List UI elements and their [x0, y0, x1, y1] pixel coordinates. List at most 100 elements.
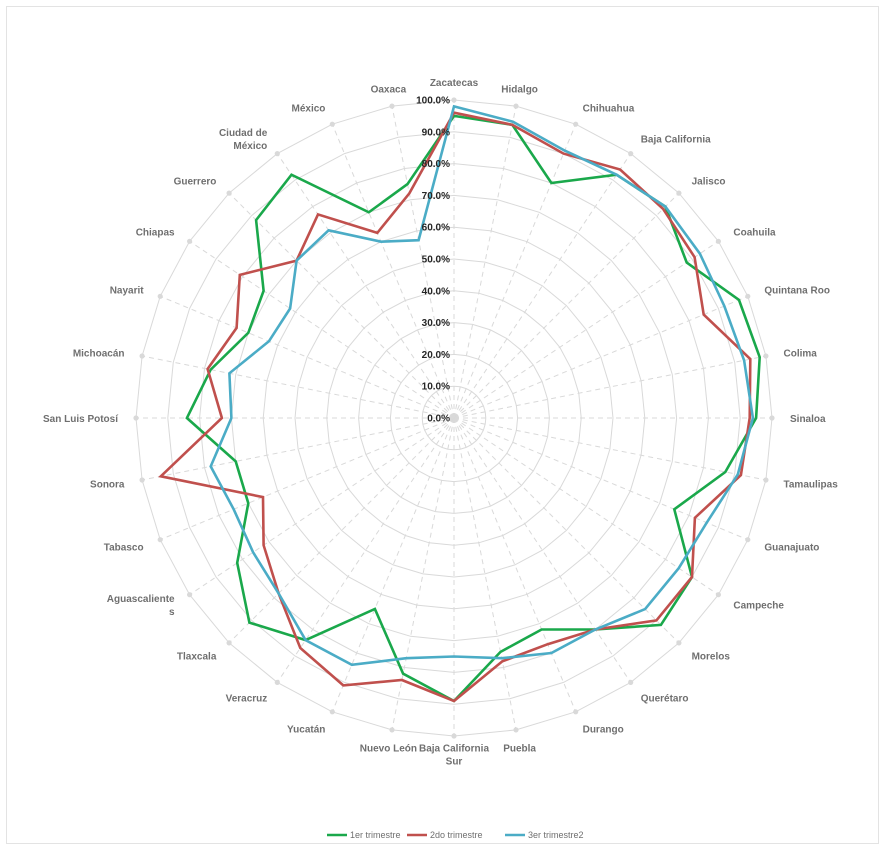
radial-tick-label: 40.0%: [422, 286, 450, 297]
category-label: Baja California: [641, 135, 711, 146]
category-label: Quintana Roo: [764, 285, 830, 296]
category-label: Morelos: [692, 652, 731, 663]
spoke-tick: [139, 353, 145, 359]
category-label-line: Sonora: [90, 480, 125, 491]
category-label-line: Chiapas: [136, 227, 175, 238]
spoke-line: [142, 417, 455, 481]
spoke-tick: [329, 709, 335, 715]
category-label: Michoacán: [73, 348, 125, 359]
category-label: Ciudad de México: [219, 128, 268, 152]
radial-tick-label: 70.0%: [422, 191, 450, 202]
category-label-line: Durango: [583, 724, 624, 735]
category-label: Querétaro: [641, 693, 689, 704]
category-label-line: Morelos: [692, 652, 731, 663]
radial-tick-label: 90.0%: [422, 127, 450, 138]
spoke-line: [228, 417, 455, 644]
category-label-line: Coahuila: [733, 227, 776, 238]
category-label: Campeche: [733, 601, 784, 612]
spoke-tick: [763, 353, 769, 359]
spoke-line: [276, 153, 455, 419]
spoke-line: [228, 192, 455, 419]
category-label: Nayarit: [110, 285, 145, 296]
legend-label-1: 1er trimestre: [350, 830, 401, 840]
spoke-line: [160, 417, 455, 541]
radial-tick-label: 10.0%: [422, 382, 450, 393]
category-label-line: Colima: [784, 348, 818, 359]
spoke-line: [189, 417, 455, 596]
spoke-line: [331, 417, 455, 712]
spoke-tick: [274, 151, 280, 157]
spoke-line: [453, 240, 719, 419]
radial-tick-label: 80.0%: [422, 159, 450, 170]
spoke-tick: [226, 640, 232, 646]
category-label-line: Guerrero: [174, 176, 217, 187]
spoke-tick: [676, 640, 682, 646]
category-label: Yucatán: [287, 724, 325, 735]
radial-tick-label: 20.0%: [422, 350, 450, 361]
spoke-tick: [513, 103, 519, 109]
spoke-line: [142, 355, 455, 419]
category-label-line: Puebla: [503, 744, 536, 755]
category-label-line: Querétaro: [641, 693, 689, 704]
spoke-tick: [573, 709, 579, 715]
spoke-line: [391, 106, 455, 419]
category-label-line: Tabasco: [104, 543, 144, 554]
category-label: Zacatecas: [430, 78, 479, 89]
spoke-tick: [715, 592, 722, 598]
category-label: México: [291, 104, 325, 115]
spoke-tick: [133, 415, 139, 421]
radial-tick-label: 30.0%: [422, 318, 450, 329]
spoke-tick: [628, 679, 634, 686]
spoke-tick: [187, 238, 193, 244]
spoke-line: [453, 417, 719, 596]
category-label-line: Baja California: [419, 744, 489, 755]
category-label-line: Campeche: [733, 601, 784, 612]
spoke-tick: [157, 537, 163, 543]
category-label: Chiapas: [136, 227, 175, 238]
category-label-line: Yucatán: [287, 724, 325, 735]
category-label-line: Nuevo León: [360, 744, 417, 755]
category-label: Jalisco: [692, 176, 726, 187]
category-label-line: Aguascaliente: [107, 594, 175, 605]
category-label: Coahuila: [733, 227, 776, 238]
spoke-line: [453, 192, 680, 419]
spoke-line: [160, 295, 455, 419]
category-label: Tlaxcala: [177, 652, 217, 663]
spoke-line: [453, 417, 748, 541]
spoke-tick: [573, 121, 579, 127]
spoke-line: [453, 355, 766, 419]
spoke-line: [453, 417, 632, 683]
category-label-line: Tlaxcala: [177, 652, 217, 663]
spoke-tick: [715, 238, 722, 244]
category-label-line: Veracruz: [226, 693, 268, 704]
category-label-line: Michoacán: [73, 348, 125, 359]
spoke-line: [453, 417, 766, 481]
category-label-line: Hidalgo: [501, 85, 538, 96]
spoke-tick: [451, 733, 457, 739]
category-label: Sonora: [90, 480, 125, 491]
category-label: Chihuahua: [583, 104, 635, 115]
category-label-line: San Luis Potosí: [43, 414, 119, 425]
category-label: Veracruz: [226, 693, 268, 704]
spoke-tick: [157, 293, 163, 299]
category-label: Guanajuato: [764, 543, 819, 554]
spoke-tick: [329, 121, 335, 127]
spoke-line: [453, 417, 577, 712]
category-label: Tamaulipas: [784, 480, 839, 491]
spoke-tick: [769, 415, 775, 421]
category-label-line: Jalisco: [692, 176, 726, 187]
category-label: Puebla: [503, 744, 536, 755]
spoke-line: [331, 124, 455, 419]
legend-label-3: 3er trimestre2: [528, 830, 584, 840]
legend-label-2: 2do trimestre: [430, 830, 483, 840]
radial-tick-label: 100.0%: [416, 96, 450, 107]
spoke-line: [453, 124, 577, 419]
spoke-tick: [745, 537, 751, 543]
spoke-line: [453, 295, 748, 419]
category-label-line: Nayarit: [110, 285, 145, 296]
spoke-tick: [226, 190, 232, 196]
category-label: Nuevo León: [360, 744, 417, 755]
spoke-tick: [676, 190, 682, 196]
category-label: Tabasco: [104, 543, 144, 554]
